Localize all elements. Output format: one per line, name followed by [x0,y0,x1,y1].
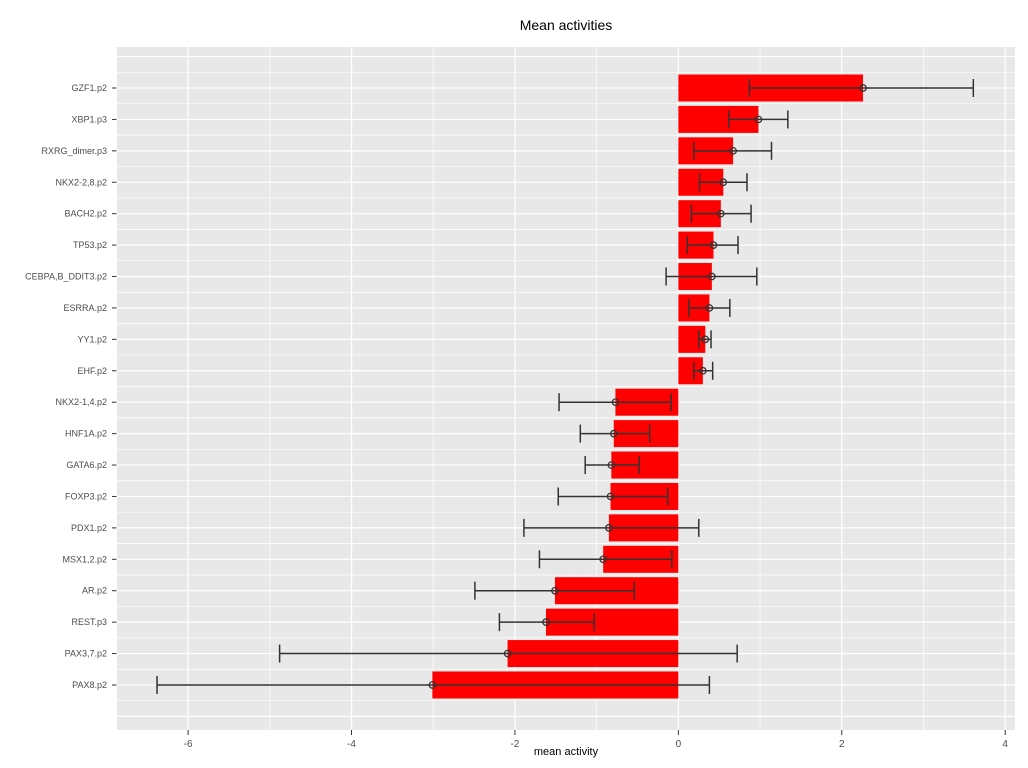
error-bar [278,644,738,663]
error-bar [579,424,651,443]
y-tick-label: NKX2-2,8.p2 [55,177,107,187]
mean-point-marker [607,461,616,469]
mean-point-marker [754,115,763,124]
axis-ticks [112,87,1006,735]
mean-point-marker [709,241,718,249]
y-tick-label: MSX1,2.p2 [62,554,107,564]
mean-point-marker [503,649,512,658]
error-bar [748,79,975,97]
x-tick-label: 0 [676,739,682,750]
x-tick-label: 2 [839,739,845,750]
error-bars [156,79,975,694]
mean-point-marker [542,618,550,626]
error-bar [728,110,789,129]
y-tick-label: NKX2-1,4.p2 [55,397,107,407]
y-tick-label: PAX8.p2 [72,680,107,690]
error-bar [698,173,748,192]
error-bar [665,267,758,286]
y-tick-label: XBP1.p3 [71,114,107,124]
error-bar [698,330,712,349]
mean-point-marker [716,209,725,218]
y-tick-label: ESRRA.p2 [63,303,107,313]
y-tick-label: REST.p3 [71,617,107,627]
error-bar [538,550,673,569]
mean-point-marker [701,335,710,344]
axis-tick-labels: -6 -4 -2 0 2 4 GZF1.p2 XBP1.p3 RXRG_dimer.p3 NKX2… [25,83,1008,750]
y-tick-label: RXRG_dimer.p3 [41,146,107,156]
mean-point-marker [611,398,620,407]
mean-point-marker [705,304,714,312]
x-tick-label: -2 [510,739,519,750]
mean-point-marker [719,178,728,187]
mean-point-marker [606,492,615,501]
y-tick-label: GZF1.p2 [71,83,107,93]
mean-point-marker [708,272,716,281]
mean-point-marker [599,555,608,564]
mean-point-marker [428,681,437,689]
y-tick-label: CEBPA,B_DDIT3.p2 [25,272,107,282]
x-tick-label: 4 [1002,739,1008,750]
x-tick-label: -6 [184,739,193,750]
y-tick-label: TP53.p2 [73,240,107,250]
error-bar [584,456,640,475]
mean-point-marker [699,366,707,375]
error-bar [523,518,700,537]
y-tick-label: YY1.p2 [77,334,107,344]
chart-title: Mean activities [520,17,613,33]
error-bar [558,393,672,412]
x-tick-label: -4 [347,739,356,750]
error-bar [686,236,739,255]
error-bar [557,487,669,506]
y-tick-label: FOXP3.p2 [65,491,107,501]
mean-point-marker [729,146,737,155]
mean-point-marker [859,84,867,92]
mean-point-marker [551,586,559,595]
x-axis-label: mean activity [534,746,599,758]
error-bar [474,581,635,600]
mean-point-marker [605,524,613,532]
error-bar [693,361,714,380]
y-tick-label: HNF1A.p2 [65,429,107,439]
error-bar [690,204,752,223]
error-bar [498,613,595,632]
y-tick-label: BACH2.p2 [64,209,107,219]
error-bar [156,675,711,694]
y-tick-label: GATA6.p2 [66,460,107,470]
error-bar [688,298,731,317]
mean-point-marker [609,429,618,438]
y-tick-label: EHF.p2 [77,366,107,376]
y-tick-label: PAX3,7.p2 [65,649,107,659]
gridlines [117,47,1015,730]
y-tick-label: PDX1.p2 [71,523,107,533]
error-bar [693,141,773,160]
y-tick-label: AR.p2 [82,586,107,596]
